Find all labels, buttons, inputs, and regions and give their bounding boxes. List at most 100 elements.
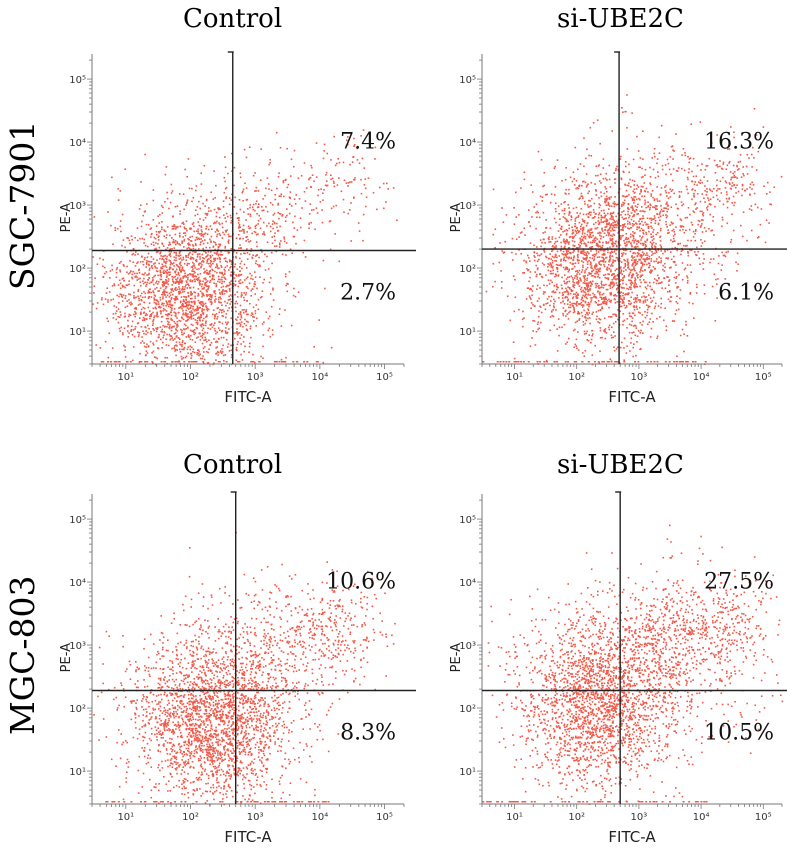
data-point bbox=[161, 228, 163, 231]
data-point bbox=[619, 272, 622, 274]
data-point bbox=[171, 319, 174, 321]
data-point bbox=[571, 302, 573, 305]
data-point bbox=[220, 309, 222, 312]
data-point bbox=[362, 213, 365, 216]
data-point bbox=[136, 272, 138, 275]
data-point bbox=[364, 187, 367, 190]
data-point bbox=[153, 329, 155, 331]
data-point bbox=[185, 336, 188, 338]
data-point bbox=[161, 293, 163, 296]
data-point bbox=[673, 260, 676, 263]
data-point bbox=[200, 234, 202, 237]
data-point bbox=[165, 338, 167, 340]
data-point bbox=[551, 250, 553, 253]
data-point bbox=[551, 310, 553, 312]
data-point bbox=[579, 241, 581, 244]
data-point bbox=[333, 182, 335, 184]
data-point bbox=[494, 247, 496, 249]
data-point bbox=[193, 329, 196, 331]
data-point bbox=[610, 234, 612, 237]
data-point bbox=[584, 203, 586, 205]
data-point bbox=[598, 256, 601, 258]
data-point bbox=[527, 269, 530, 271]
data-point bbox=[659, 235, 662, 238]
data-point bbox=[596, 119, 599, 121]
data-point bbox=[206, 258, 209, 261]
data-point bbox=[247, 208, 249, 210]
data-point bbox=[288, 271, 291, 273]
data-point bbox=[279, 308, 281, 310]
data-point bbox=[243, 311, 245, 314]
data-point bbox=[609, 213, 612, 216]
data-point bbox=[615, 256, 618, 259]
data-point bbox=[162, 271, 165, 273]
data-point bbox=[656, 162, 658, 165]
data-point bbox=[170, 314, 173, 317]
data-point bbox=[600, 282, 603, 285]
data-point bbox=[176, 326, 178, 328]
data-point bbox=[586, 330, 588, 333]
data-point bbox=[643, 242, 645, 245]
data-point bbox=[201, 342, 204, 345]
data-point bbox=[248, 282, 251, 285]
data-point bbox=[532, 303, 534, 306]
data-point bbox=[171, 215, 174, 218]
data-point bbox=[93, 216, 96, 218]
data-point bbox=[616, 301, 619, 303]
data-point bbox=[649, 271, 651, 273]
data-point bbox=[276, 226, 278, 229]
data-point bbox=[592, 292, 594, 295]
data-point bbox=[290, 205, 293, 207]
data-point bbox=[632, 262, 634, 265]
data-point bbox=[151, 324, 154, 326]
data-point bbox=[653, 278, 656, 280]
data-point bbox=[117, 315, 119, 318]
data-point bbox=[664, 186, 666, 188]
data-point bbox=[581, 231, 584, 233]
data-point bbox=[114, 229, 117, 231]
data-point bbox=[596, 272, 599, 274]
data-point bbox=[534, 305, 536, 307]
data-point bbox=[664, 249, 666, 251]
data-point bbox=[200, 226, 203, 228]
data-point bbox=[676, 355, 678, 358]
data-point bbox=[183, 346, 186, 349]
data-point bbox=[219, 278, 221, 281]
data-point bbox=[671, 145, 674, 147]
data-point bbox=[163, 229, 165, 231]
data-point bbox=[118, 327, 121, 330]
data-point bbox=[171, 284, 173, 286]
data-point bbox=[286, 282, 288, 285]
data-point bbox=[640, 274, 642, 277]
data-point bbox=[191, 223, 194, 225]
data-point bbox=[597, 165, 600, 167]
data-point bbox=[222, 315, 225, 318]
y-tick-label: 10³ bbox=[69, 201, 86, 212]
data-point bbox=[650, 258, 653, 260]
data-point bbox=[293, 287, 295, 290]
data-point bbox=[237, 332, 239, 335]
data-point bbox=[640, 237, 643, 239]
data-point bbox=[549, 316, 552, 318]
data-point bbox=[194, 243, 197, 246]
data-point bbox=[210, 264, 213, 266]
data-point bbox=[117, 188, 119, 190]
data-point bbox=[258, 361, 261, 363]
data-point bbox=[716, 297, 718, 299]
data-point bbox=[660, 227, 662, 230]
data-point bbox=[170, 309, 173, 311]
data-point bbox=[142, 306, 145, 309]
data-point bbox=[200, 241, 202, 244]
data-point bbox=[553, 284, 556, 287]
data-point bbox=[214, 221, 216, 224]
data-point bbox=[529, 271, 532, 273]
data-point bbox=[199, 218, 201, 220]
data-point bbox=[627, 263, 629, 265]
data-point bbox=[144, 244, 147, 247]
data-point bbox=[252, 353, 254, 356]
data-point bbox=[208, 273, 211, 275]
data-point bbox=[580, 298, 583, 301]
data-point bbox=[636, 286, 639, 288]
data-point bbox=[215, 283, 217, 285]
data-point bbox=[613, 277, 615, 279]
